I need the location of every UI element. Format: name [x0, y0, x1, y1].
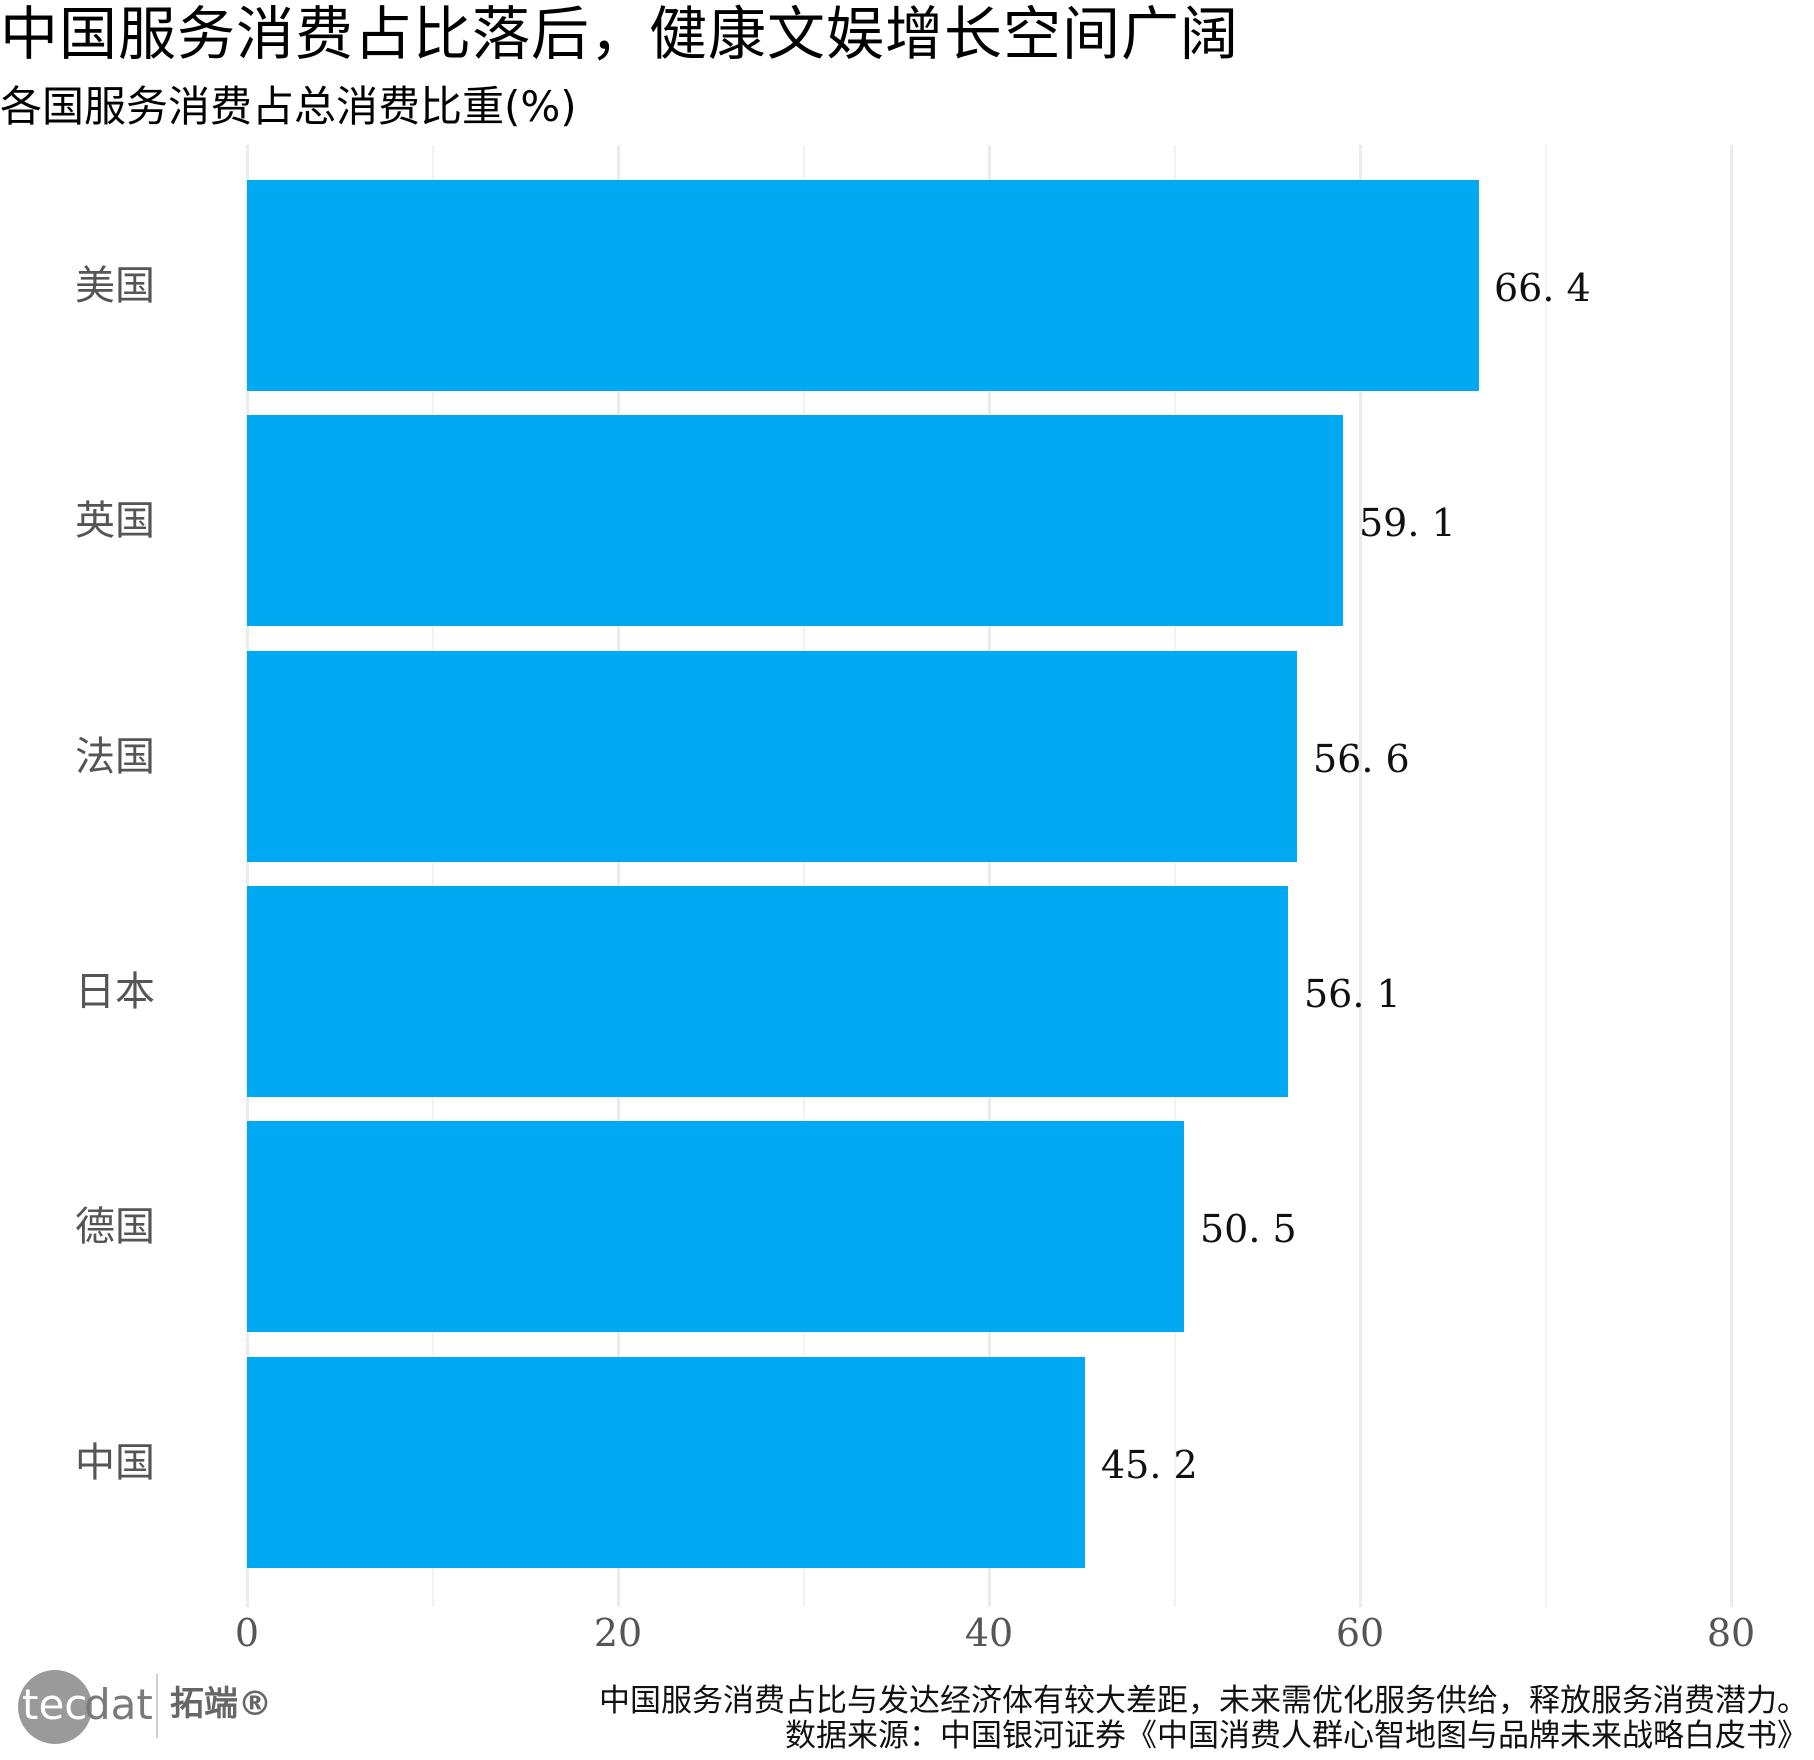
tecdat-logo: tec dat 拓端® — [18, 1668, 278, 1748]
logo-text-dat: dat — [84, 1680, 153, 1729]
bar-usa — [247, 180, 1479, 391]
bar-france — [247, 651, 1297, 862]
gridline-30 — [803, 145, 805, 1607]
x-tick-20: 20 — [593, 1611, 643, 1655]
logo-text-cn: 拓端® — [170, 1684, 272, 1724]
category-label: 德国 — [75, 1204, 155, 1250]
gridline-0 — [246, 145, 249, 1607]
gridline-10 — [432, 145, 434, 1607]
bar-japan — [247, 886, 1288, 1097]
category-label: 日本 — [75, 969, 155, 1015]
bar-china — [247, 1357, 1085, 1568]
footer-note: 中国服务消费占比与发达经济体有较大差距，未来需优化服务供给，释放服务消费潜力。 — [599, 1683, 1808, 1719]
value-label: 45. 2 — [1101, 1443, 1198, 1487]
logo-divider — [156, 1674, 158, 1738]
category-label: 中国 — [75, 1440, 155, 1486]
footer-source: 数据来源：中国银河证券《中国消费人群心智地图与品牌未来战略白皮书》 — [785, 1718, 1808, 1754]
gridline-20 — [617, 145, 620, 1607]
bar-germany — [247, 1121, 1184, 1332]
value-label: 50. 5 — [1200, 1207, 1297, 1251]
gridline-80 — [1730, 145, 1733, 1607]
category-label: 法国 — [75, 734, 155, 780]
x-tick-80: 80 — [1706, 1611, 1756, 1655]
value-label: 66. 4 — [1494, 266, 1591, 310]
gridline-60 — [1359, 145, 1362, 1607]
value-label: 56. 6 — [1313, 737, 1410, 781]
bar-uk — [247, 415, 1343, 626]
chart-title: 中国服务消费占比落后，健康文娱增长空间广阔 — [0, 0, 1240, 68]
value-label: 56. 1 — [1304, 972, 1401, 1016]
x-tick-0: 0 — [234, 1611, 260, 1655]
logo-circle-icon — [18, 1670, 92, 1744]
gridline-70 — [1545, 145, 1547, 1607]
category-label: 英国 — [75, 498, 155, 544]
gridline-40 — [988, 145, 991, 1607]
gridline-50 — [1174, 145, 1176, 1607]
x-tick-40: 40 — [964, 1611, 1014, 1655]
chart-subtitle: 各国服务消费占总消费比重(%) — [0, 82, 577, 131]
value-label: 59. 1 — [1359, 501, 1456, 545]
logo-text-tec: tec — [22, 1680, 88, 1729]
category-label: 美国 — [75, 263, 155, 309]
x-tick-60: 60 — [1335, 1611, 1385, 1655]
